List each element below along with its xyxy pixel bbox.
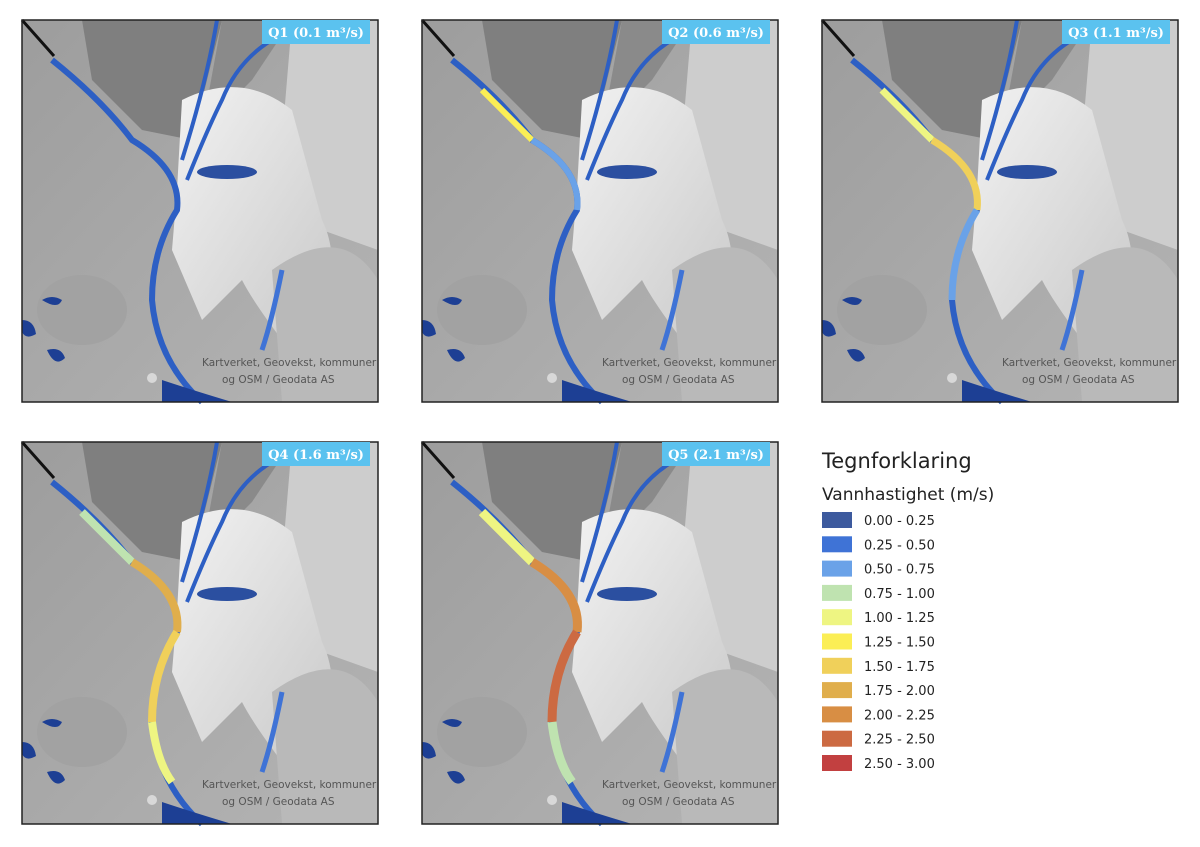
legend-title: Tegnforklaring <box>821 449 972 473</box>
legend-swatch <box>822 682 852 699</box>
map-panel: Kartverket, Geovekst, kommuner og OSM / G… <box>422 20 778 402</box>
attribution: Kartverket, Geovekst, kommuner <box>1002 357 1177 369</box>
terrain <box>822 20 1178 402</box>
legend-swatch <box>822 536 852 553</box>
velocity-overlay <box>129 558 182 633</box>
legend-label: 0.00 - 0.25 <box>864 514 935 529</box>
label-box <box>662 20 770 44</box>
legend-label: 1.00 - 1.25 <box>864 611 935 626</box>
panel-label: Q4 (1.6 m³/s) <box>268 448 364 463</box>
terrain <box>422 442 778 824</box>
legend-label: 0.75 - 1.00 <box>864 587 935 602</box>
legend-label: 2.00 - 2.25 <box>864 708 935 723</box>
panel-border <box>421 19 779 403</box>
attribution: og OSM / Geodata AS <box>622 796 735 808</box>
map-panel: Kartverket, Geovekst, kommuner og OSM / G… <box>22 20 378 402</box>
legend-label: 1.75 - 2.00 <box>864 684 935 699</box>
legend-label: 1.50 - 1.75 <box>864 660 935 675</box>
legend-label: 0.25 - 0.50 <box>864 538 935 553</box>
legend-swatch <box>822 560 852 577</box>
map-panel: Kartverket, Geovekst, kommuner og OSM / G… <box>822 20 1178 402</box>
label-box <box>262 20 370 44</box>
terrain <box>422 20 778 402</box>
velocity-overlay <box>79 509 135 565</box>
legend-label: 2.50 - 3.00 <box>864 757 935 772</box>
legend-swatch <box>822 755 852 771</box>
map-panel: Kartverket, Geovekst, kommuner og OSM / G… <box>22 442 378 824</box>
velocity-overlay <box>148 629 181 723</box>
panel-label: Q5 (2.1 m³/s) <box>668 448 764 463</box>
attribution: Kartverket, Geovekst, kommuner <box>202 779 377 791</box>
terrain <box>22 20 378 402</box>
label-box <box>662 442 770 466</box>
label-box <box>1062 20 1170 44</box>
velocity-overlay <box>529 558 582 633</box>
velocity-overlay <box>148 721 176 785</box>
terrain <box>22 442 378 824</box>
legend-label: 2.25 - 2.50 <box>864 733 935 748</box>
attribution: Kartverket, Geovekst, kommuner <box>202 357 377 369</box>
panel-label: Q1 (0.1 m³/s) <box>268 26 364 41</box>
panel-border <box>421 441 779 825</box>
attribution: og OSM / Geodata AS <box>1022 374 1135 386</box>
legend-swatch <box>822 657 852 674</box>
attribution: og OSM / Geodata AS <box>622 374 735 386</box>
panel-label: Q2 (0.6 m³/s) <box>668 26 764 41</box>
legend-swatch <box>822 584 852 601</box>
legend-swatch <box>822 706 852 723</box>
velocity-overlay <box>547 721 576 785</box>
velocity-overlay <box>879 87 935 143</box>
legend-swatch <box>822 633 852 650</box>
velocity-overlay <box>930 136 981 211</box>
map-panel: Kartverket, Geovekst, kommuner og OSM / G… <box>422 442 778 824</box>
velocity-overlay <box>948 208 980 301</box>
attribution: Kartverket, Geovekst, kommuner <box>602 779 777 791</box>
velocity-overlay <box>530 137 581 211</box>
panel-border <box>21 19 379 403</box>
attribution: og OSM / Geodata AS <box>222 374 335 386</box>
velocity-overlay <box>478 508 536 566</box>
label-box <box>262 442 370 466</box>
legend-swatch <box>822 609 852 626</box>
legend-label: 1.25 - 1.50 <box>864 636 935 651</box>
legend-swatch <box>822 512 852 528</box>
legend-subtitle: Vannhastighet (m/s) <box>822 485 994 505</box>
velocity-overlay <box>479 87 535 143</box>
panel-label: Q3 (1.1 m³/s) <box>1068 26 1164 41</box>
attribution: Kartverket, Geovekst, kommuner <box>602 357 777 369</box>
legend-label: 0.50 - 0.75 <box>864 563 935 578</box>
panel-border <box>821 19 1179 403</box>
velocity-overlay <box>547 629 581 723</box>
attribution: og OSM / Geodata AS <box>222 796 335 808</box>
panel-border <box>21 441 379 825</box>
legend-swatch <box>822 730 852 747</box>
